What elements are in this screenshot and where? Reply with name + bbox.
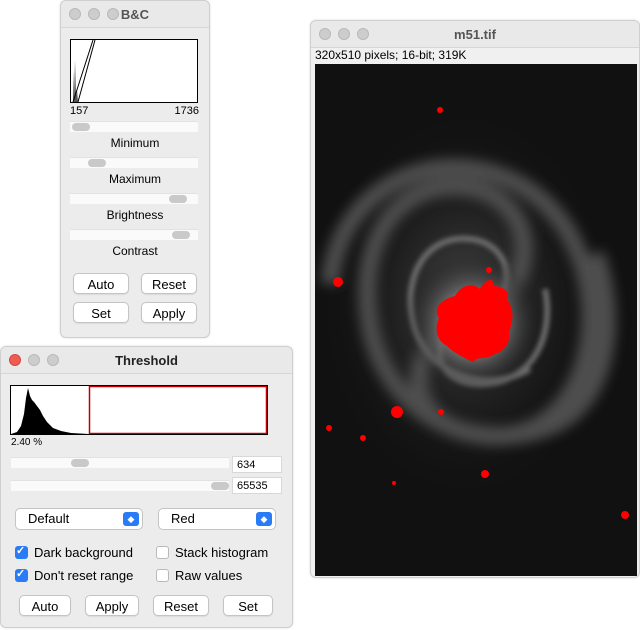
method-select[interactable]: Default ◆ (15, 508, 143, 530)
stack-histogram-checkbox[interactable] (156, 546, 169, 559)
zoom-button[interactable] (47, 354, 59, 366)
minimize-button[interactable] (28, 354, 40, 366)
brightness-slider[interactable] (70, 193, 198, 204)
bc-transfer-line (72, 40, 94, 102)
brightness-label: Brightness (106, 208, 164, 222)
close-button[interactable] (319, 28, 331, 40)
raw-values-checkbox[interactable] (156, 569, 169, 582)
display-color-select-value: Red (171, 511, 195, 526)
zoom-button[interactable] (107, 8, 119, 20)
contrast-slider[interactable] (70, 229, 198, 240)
raw-values-label: Raw values (175, 568, 243, 583)
core-overlay (436, 279, 513, 362)
close-button[interactable] (69, 8, 81, 20)
brightness-slider-knob[interactable] (169, 195, 187, 203)
minimize-button[interactable] (88, 8, 100, 20)
threshold-histogram-bars (11, 388, 89, 434)
dark-background-checkbox[interactable] (15, 544, 28, 559)
bc-hist-min: 157 (70, 105, 89, 117)
dont-reset-range-label: Don't reset range (34, 568, 134, 583)
threshold-apply-button[interactable]: Apply (85, 595, 139, 616)
image-title: m51.tif (454, 27, 496, 42)
upper-threshold-slider-knob[interactable] (211, 482, 229, 490)
lower-threshold-slider-knob[interactable] (71, 459, 89, 467)
minimum-label: Minimum (110, 136, 160, 150)
star-overlay (438, 409, 444, 415)
spiral-arm-2 (321, 158, 600, 446)
threshold-auto-button[interactable]: Auto (19, 595, 71, 616)
threshold-titlebar[interactable]: Threshold (1, 347, 292, 374)
stack-histogram-label: Stack histogram (175, 545, 269, 560)
image-canvas[interactable] (315, 64, 637, 576)
star-overlay (391, 406, 403, 418)
close-button[interactable] (9, 354, 21, 366)
bc-histogram (70, 39, 198, 103)
chevron-updown-icon: ◆ (123, 512, 139, 526)
image-window: m51.tif 320x510 pixels; 16-bit; 319K (310, 20, 640, 578)
star-overlay (621, 511, 629, 519)
upper-threshold-slider[interactable] (11, 480, 229, 491)
zoom-button[interactable] (357, 28, 369, 40)
threshold-range-highlight (88, 386, 267, 434)
star-overlay (360, 435, 366, 441)
threshold-set-button[interactable]: Set (223, 595, 273, 616)
contrast-label: Contrast (112, 244, 158, 258)
spiral-arm-1 (358, 177, 616, 445)
star-overlay (326, 425, 332, 431)
chevron-updown-icon: ◆ (256, 512, 272, 526)
bc-hist-max: 1736 (174, 105, 199, 117)
image-titlebar[interactable]: m51.tif (311, 21, 639, 48)
minimum-slider[interactable] (70, 121, 198, 132)
threshold-title: Threshold (115, 353, 178, 368)
bc-window: B&C 157 1736 Minimum Maximum Brightness … (60, 0, 210, 338)
bc-transfer-line-2 (77, 40, 96, 102)
star-overlay (333, 277, 343, 287)
bc-titlebar[interactable]: B&C (61, 1, 209, 28)
lower-threshold-slider[interactable] (11, 457, 229, 468)
minimum-slider-knob[interactable] (72, 123, 90, 131)
bc-reset-button[interactable]: Reset (141, 273, 197, 294)
threshold-percent: 2.40 % (11, 437, 43, 448)
dont-reset-range-checkbox[interactable] (15, 567, 28, 582)
bc-auto-button[interactable]: Auto (73, 273, 129, 294)
contrast-slider-knob[interactable] (172, 231, 190, 239)
maximum-label: Maximum (108, 172, 161, 186)
lower-threshold-field[interactable]: 634 (232, 456, 282, 473)
minimize-button[interactable] (338, 28, 350, 40)
dark-background-label: Dark background (34, 545, 133, 560)
bc-apply-button[interactable]: Apply (141, 302, 197, 323)
method-select-value: Default (28, 511, 70, 526)
bc-set-button[interactable]: Set (73, 302, 129, 323)
display-color-select[interactable]: Red ◆ (158, 508, 276, 530)
threshold-reset-button[interactable]: Reset (153, 595, 209, 616)
bc-title: B&C (120, 7, 150, 22)
maximum-slider-knob[interactable] (88, 159, 106, 167)
threshold-histogram (10, 385, 268, 435)
threshold-window: Threshold 2.40 % 634 65535 Default ◆ Red… (0, 346, 293, 628)
upper-threshold-field[interactable]: 65535 (232, 477, 282, 494)
star-overlay (437, 107, 443, 113)
maximum-slider[interactable] (70, 157, 198, 168)
image-info: 320x510 pixels; 16-bit; 319K (315, 48, 467, 62)
threshold-overlay (326, 107, 629, 519)
star-overlay (486, 267, 492, 273)
star-overlay (481, 470, 489, 478)
star-overlay (392, 481, 396, 485)
